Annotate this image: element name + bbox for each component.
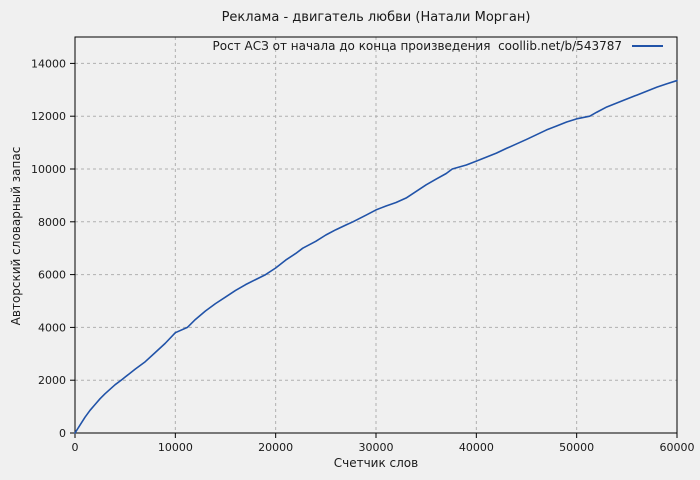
y-tick-label: 12000 (31, 110, 66, 123)
y-tick-label: 8000 (38, 216, 66, 229)
x-tick-label: 0 (72, 441, 79, 454)
x-tick-label: 30000 (359, 441, 394, 454)
y-tick-label: 14000 (31, 57, 66, 70)
y-tick-label: 6000 (38, 269, 66, 282)
y-tick-label: 10000 (31, 163, 66, 176)
x-tick-label: 40000 (459, 441, 494, 454)
x-tick-label: 50000 (559, 441, 594, 454)
y-tick-label: 4000 (38, 321, 66, 334)
legend-label: Рост АСЗ от начала до конца произведения… (212, 39, 622, 53)
chart-title: Реклама - двигатель любви (Натали Морган… (221, 10, 531, 25)
legend-line-sample (632, 45, 663, 47)
y-tick-label: 2000 (38, 374, 66, 387)
y-axis-label: Авторский словарный запас (9, 146, 23, 326)
x-tick-label: 20000 (258, 441, 293, 454)
y-tick-label: 0 (59, 427, 66, 440)
legend: Рост АСЗ от начала до конца произведения… (213, 39, 663, 53)
x-tick-label: 10000 (158, 441, 193, 454)
x-tick-label: 60000 (660, 441, 695, 454)
x-axis-label: Счетчик слов (333, 456, 419, 470)
series-line (74, 79, 678, 434)
